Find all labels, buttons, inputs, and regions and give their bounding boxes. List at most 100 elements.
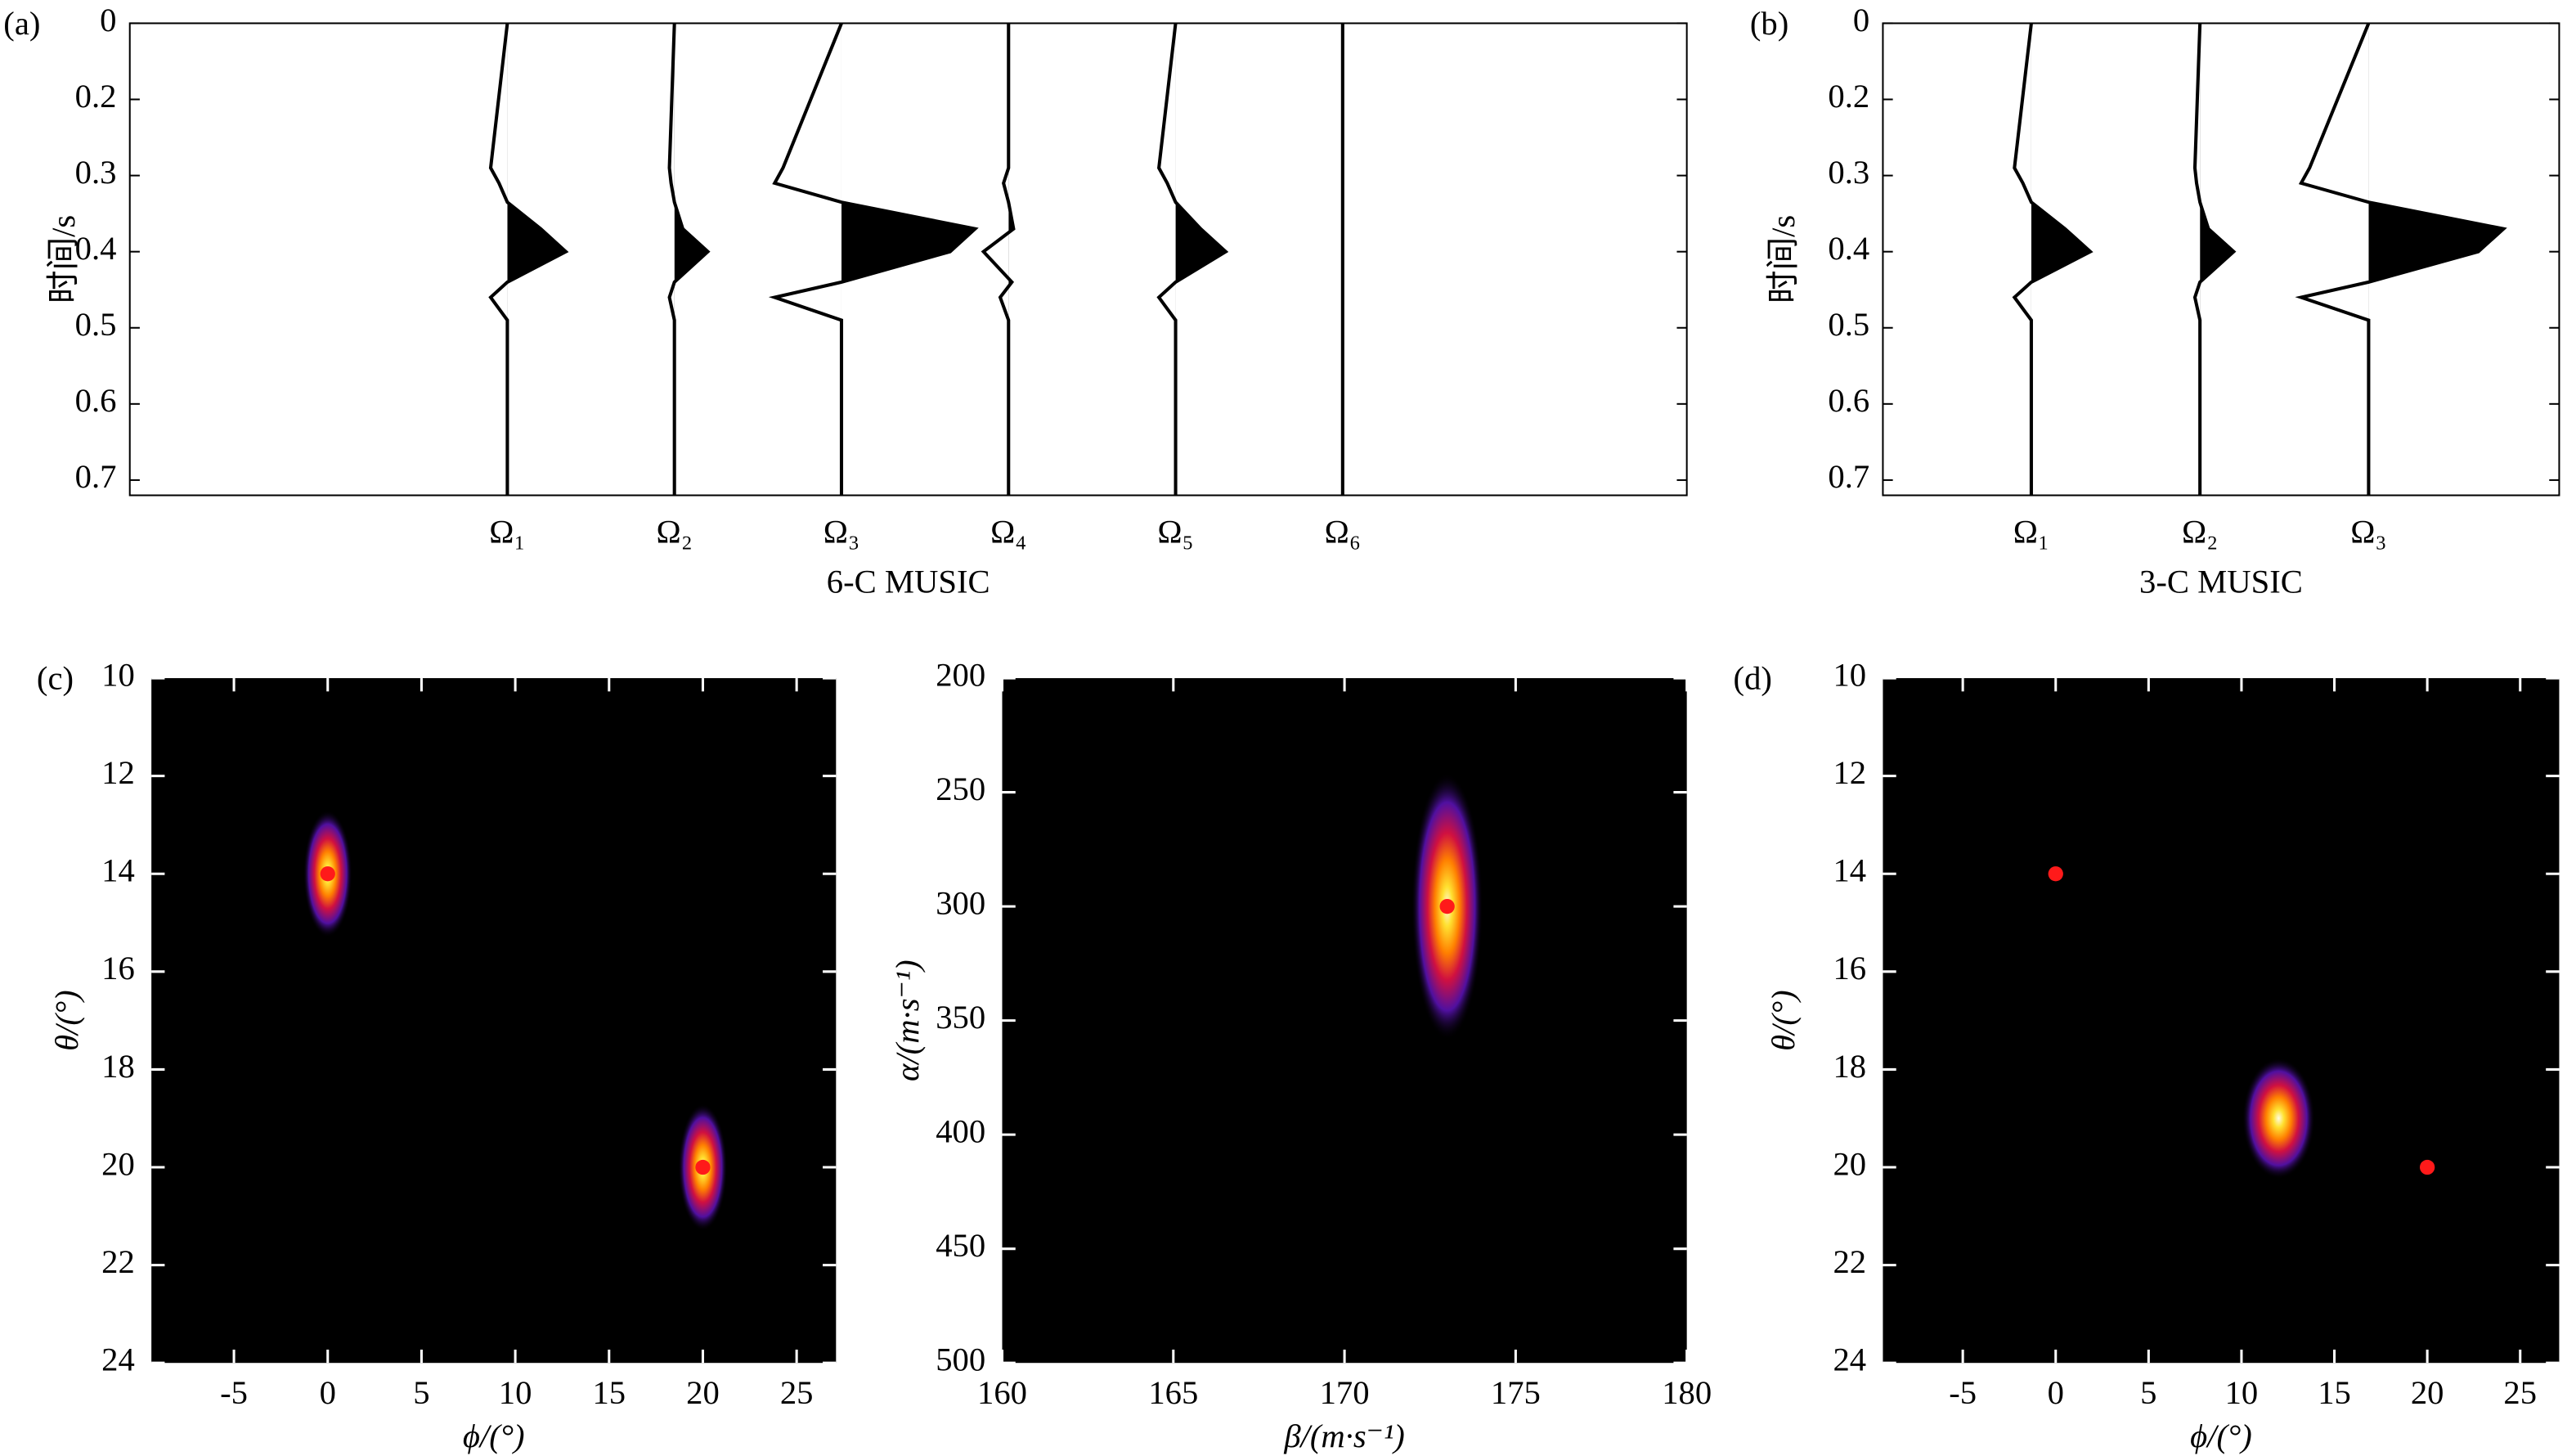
y-tick-label: 18 bbox=[101, 1048, 135, 1085]
y-tick-label: 24 bbox=[1833, 1341, 1866, 1378]
trace-line bbox=[2192, 23, 2237, 496]
y-tick-label: 0.7 bbox=[75, 458, 117, 495]
y-tick-label: 10 bbox=[101, 656, 135, 693]
x-tick-label: 160 bbox=[977, 1374, 1027, 1411]
x-tick-label: 0 bbox=[2048, 1374, 2064, 1411]
heatmap bbox=[1411, 772, 1483, 1040]
x-tick-label: Ω₄ bbox=[990, 514, 1026, 550]
plot-frame bbox=[1882, 22, 2560, 497]
trace-fill bbox=[2031, 23, 2091, 496]
x-tick-label: 5 bbox=[413, 1374, 429, 1411]
y-tick-label: 0.5 bbox=[75, 306, 117, 343]
true-point bbox=[695, 1159, 711, 1175]
x-axis-label: 6-C MUSIC bbox=[827, 564, 990, 600]
trace-line bbox=[2012, 23, 2094, 496]
x-tick-label: Ω₂ bbox=[2182, 514, 2218, 550]
panel-label: (a) bbox=[3, 5, 40, 42]
x-tick-label: 25 bbox=[780, 1374, 814, 1411]
trace-fill bbox=[507, 202, 566, 282]
x-tick-label: Ω₅ bbox=[1157, 514, 1193, 550]
x-tick-label: 10 bbox=[499, 1374, 532, 1411]
x-tick-label: Ω₁ bbox=[2013, 514, 2049, 550]
heatmap bbox=[303, 810, 728, 1231]
x-tick-label: 15 bbox=[2318, 1374, 2351, 1411]
y-tick-label: 12 bbox=[101, 754, 135, 791]
y-tick-label: 0.6 bbox=[75, 382, 117, 419]
x-tick-label: -5 bbox=[220, 1374, 248, 1411]
y-tick-label: 14 bbox=[101, 852, 135, 889]
x-axis-label: 3-C MUSIC bbox=[2139, 564, 2303, 600]
x-axis-label: β/(m·s⁻¹) bbox=[1283, 1418, 1405, 1454]
trace-fill bbox=[2200, 202, 2234, 282]
x-axis-label: ϕ/(°) bbox=[463, 1418, 525, 1454]
y-tick-label: 400 bbox=[936, 1112, 985, 1149]
peak-blob bbox=[2242, 1058, 2315, 1180]
x-tick-label: 20 bbox=[2411, 1374, 2444, 1411]
x-tick-label: Ω₆ bbox=[1325, 514, 1361, 550]
x-tick-label: 25 bbox=[2503, 1374, 2537, 1411]
y-axis-label: θ/(°) bbox=[48, 990, 85, 1051]
y-tick-label: 350 bbox=[936, 999, 985, 1036]
heatmap bbox=[2048, 866, 2435, 1180]
x-tick-label: Ω₃ bbox=[824, 514, 859, 550]
x-tick-label: 0 bbox=[320, 1374, 336, 1411]
x-tick-label: 175 bbox=[1491, 1374, 1541, 1411]
y-axis-label: θ/(°) bbox=[1765, 990, 1802, 1051]
panel-label: (c) bbox=[37, 659, 74, 696]
y-axis-label: 时间/s bbox=[1765, 215, 1802, 303]
y-tick-label: 0 bbox=[100, 2, 116, 38]
x-tick-label: Ω₂ bbox=[657, 514, 693, 550]
x-tick-label: 15 bbox=[592, 1374, 626, 1411]
x-tick-label: 5 bbox=[2140, 1374, 2156, 1411]
y-tick-label: 18 bbox=[1833, 1048, 1866, 1085]
y-tick-label: 14 bbox=[1833, 852, 1866, 889]
x-tick-label: 20 bbox=[686, 1374, 720, 1411]
x-tick-label: -5 bbox=[1949, 1374, 1977, 1411]
y-tick-label: 0 bbox=[1853, 2, 1869, 38]
trace-line bbox=[768, 22, 979, 496]
y-tick-label: 20 bbox=[101, 1145, 135, 1182]
y-tick-label: 0.5 bbox=[1828, 306, 1869, 343]
trace-fill bbox=[2368, 23, 2504, 496]
trace-line bbox=[2295, 22, 2507, 496]
y-tick-label: 0.6 bbox=[1828, 382, 1869, 419]
y-tick-label: 200 bbox=[936, 656, 985, 693]
trace-line bbox=[1156, 23, 1229, 496]
y-tick-label: 500 bbox=[936, 1341, 985, 1378]
y-tick-label: 450 bbox=[936, 1227, 985, 1264]
plot-background bbox=[1002, 678, 1687, 1364]
y-axis-label: 时间/s bbox=[45, 215, 82, 303]
x-tick-label: 10 bbox=[2225, 1374, 2259, 1411]
y-tick-label: 24 bbox=[101, 1341, 135, 1378]
x-tick-label: 165 bbox=[1148, 1374, 1198, 1411]
y-tick-label: 250 bbox=[936, 771, 985, 807]
y-tick-label: 0.2 bbox=[75, 78, 117, 115]
trace-fill bbox=[674, 23, 708, 496]
plot-frame bbox=[128, 22, 1688, 497]
y-tick-label: 12 bbox=[1833, 754, 1866, 791]
y-tick-label: 22 bbox=[101, 1243, 135, 1280]
y-tick-label: 20 bbox=[1833, 1145, 1866, 1182]
y-tick-label: 0.3 bbox=[75, 154, 117, 191]
true-point bbox=[1439, 898, 1455, 914]
x-tick-label: Ω₁ bbox=[489, 514, 525, 550]
x-tick-label: 170 bbox=[1320, 1374, 1370, 1411]
y-tick-label: 16 bbox=[101, 950, 135, 986]
panel-label: (b) bbox=[1750, 5, 1788, 42]
trace-line bbox=[488, 23, 569, 496]
y-tick-label: 0.3 bbox=[1828, 154, 1869, 191]
y-tick-label: 300 bbox=[936, 884, 985, 921]
trace-line bbox=[981, 23, 1016, 496]
true-point bbox=[2048, 866, 2063, 882]
x-tick-label: 180 bbox=[1662, 1374, 1712, 1411]
y-tick-label: 0.7 bbox=[1828, 458, 1869, 495]
x-axis-label: ϕ/(°) bbox=[2190, 1418, 2252, 1454]
trace-fill bbox=[841, 23, 976, 496]
x-tick-label: Ω₃ bbox=[2350, 514, 2386, 550]
true-point bbox=[320, 866, 335, 882]
y-tick-label: 0.4 bbox=[75, 230, 117, 267]
y-axis-label: α/(m·s⁻¹) bbox=[889, 959, 926, 1081]
y-tick-label: 10 bbox=[1833, 656, 1866, 693]
